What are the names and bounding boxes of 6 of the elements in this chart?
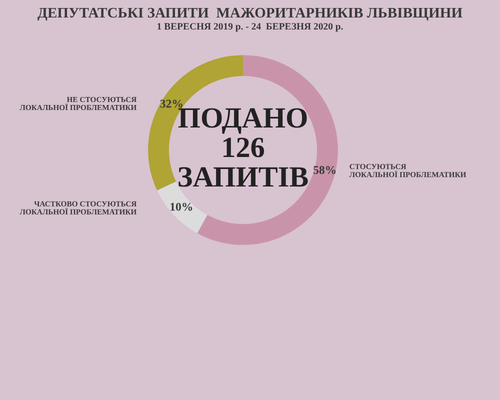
text: ПОДАНО 126 ЗАПИТІВ bbox=[178, 108, 308, 187]
chart-subtitle: 1 ВЕРЕСНЯ 2019 р. - 24 БЕРЕЗНЯ 2020 р. bbox=[158, 23, 343, 32]
data-label: 10% bbox=[170, 202, 192, 211]
chart-title: ДЕПУТАТСЬКІ ЗАПИТИ МАЖОРИТАРНИКІВ ЛЬВІВЩИНИ bbox=[38, 8, 462, 21]
data-label: 58% bbox=[314, 166, 336, 174]
data-label: 32% bbox=[160, 100, 182, 108]
